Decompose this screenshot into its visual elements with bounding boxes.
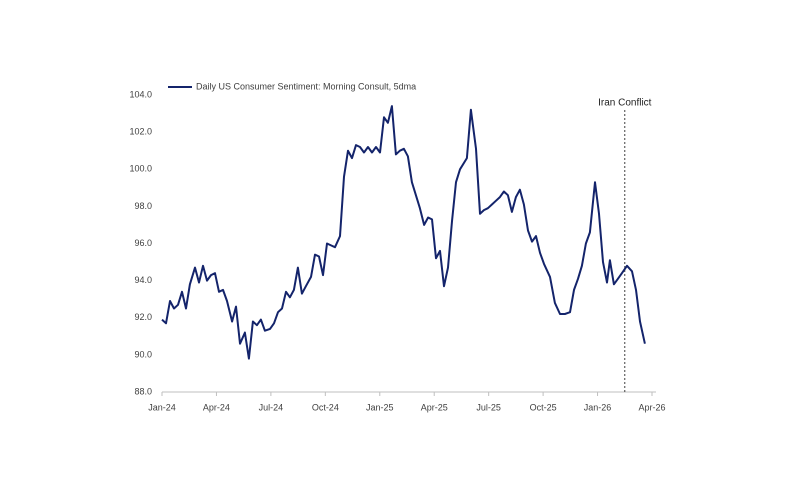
x-tick-label: Apr-26 bbox=[638, 402, 665, 412]
y-tick-label: 102.0 bbox=[129, 127, 152, 137]
x-tick-label: Jan-25 bbox=[366, 402, 394, 412]
x-tick-label: Apr-24 bbox=[203, 402, 230, 412]
annotation-text: Iran Conflict bbox=[598, 98, 652, 109]
y-tick-label: 94.0 bbox=[134, 275, 152, 285]
x-tick-label: Oct-25 bbox=[530, 402, 557, 412]
y-tick-label: 96.0 bbox=[134, 238, 152, 248]
x-tick-label: Jul-24 bbox=[259, 402, 284, 412]
y-tick-label: 104.0 bbox=[129, 89, 152, 99]
x-tick-label: Oct-24 bbox=[312, 402, 339, 412]
y-tick-label: 100.0 bbox=[129, 164, 152, 174]
x-tick-label: Jan-24 bbox=[148, 402, 176, 412]
x-tick-label: Jul-25 bbox=[476, 402, 501, 412]
y-tick-label: 92.0 bbox=[134, 312, 152, 322]
x-tick-label: Apr-25 bbox=[421, 402, 448, 412]
y-tick-label: 88.0 bbox=[134, 386, 152, 396]
x-tick-label: Jan-26 bbox=[584, 402, 612, 412]
series-line bbox=[161, 105, 646, 360]
legend-label: Daily US Consumer Sentiment: Morning Con… bbox=[196, 81, 416, 91]
y-tick-label: 98.0 bbox=[134, 201, 152, 211]
y-tick-label: 90.0 bbox=[134, 349, 152, 359]
